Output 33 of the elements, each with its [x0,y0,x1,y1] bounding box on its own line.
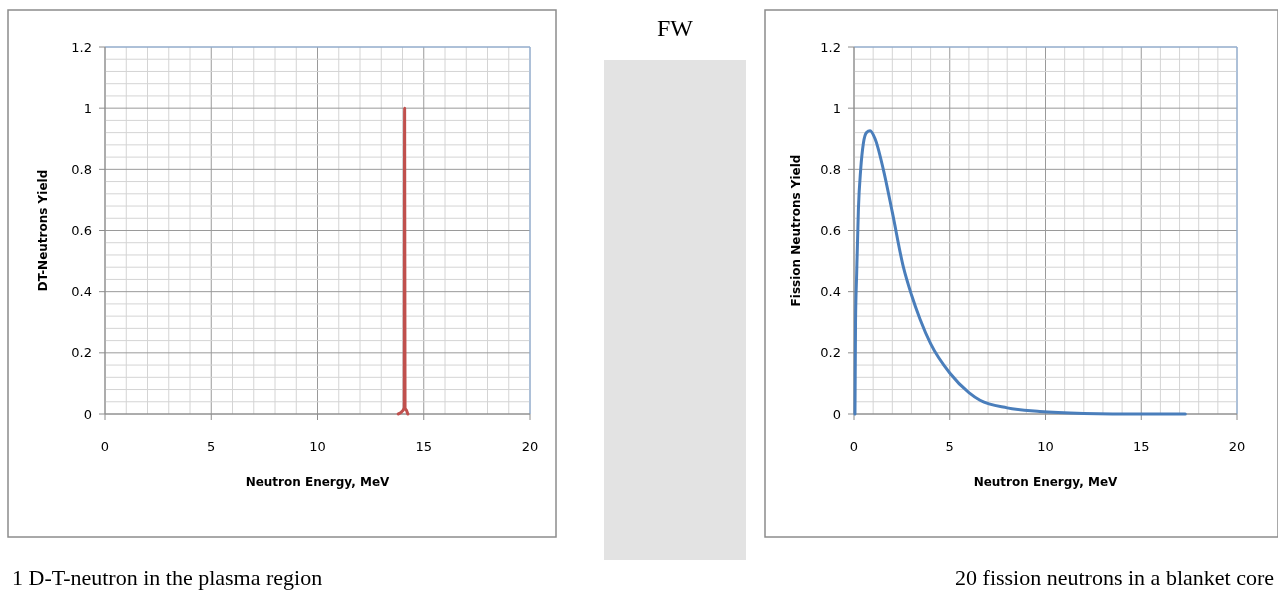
line-series [853,129,1187,416]
y-tick-label: 0.8 [71,161,92,177]
y-tick-label: 0.6 [71,223,92,239]
y-tick-label: 0 [832,406,841,422]
x-tick-label: 5 [945,439,954,454]
x-tick-label: 5 [207,439,216,454]
x-tick-label: 10 [309,439,326,454]
y-tick-label: 1 [83,100,92,116]
y-axis-title: Fission Neutrons Yield [789,154,803,307]
y-tick-label: 0.2 [71,345,92,361]
x-tick-label: 20 [521,439,539,454]
x-axis-title: Neutron Energy, MeV [973,475,1119,489]
text: 1 D-T-neutron in the plasma region [12,565,323,590]
x-axis-title: Neutron Energy, MeV [245,475,391,489]
y-tick-label: 1.2 [71,39,92,55]
x-tick-label: 10 [1037,439,1054,454]
line-series [396,106,410,416]
y-tick-label: 0.8 [820,161,841,177]
y-tick-label: 0.6 [820,223,841,239]
x-tick-label: 15 [1132,439,1150,454]
y-tick-label: 0.4 [820,284,841,300]
x-tick-label: 20 [1228,439,1246,454]
x-tick-label: 0 [849,439,859,454]
y-tick-label: 0.2 [820,345,841,361]
y-tick-label: 0.4 [71,284,92,300]
y-tick-label: 1.2 [820,39,841,55]
x-tick-label: 0 [100,439,110,454]
y-tick-label: 1 [832,100,841,116]
y-tick-label: 0 [83,406,92,422]
x-tick-label: 15 [415,439,433,454]
text: 20 fission neutrons in a blanket core [955,565,1274,590]
y-axis-title: DT-Neutrons Yield [36,169,50,292]
text: FW [657,15,694,41]
